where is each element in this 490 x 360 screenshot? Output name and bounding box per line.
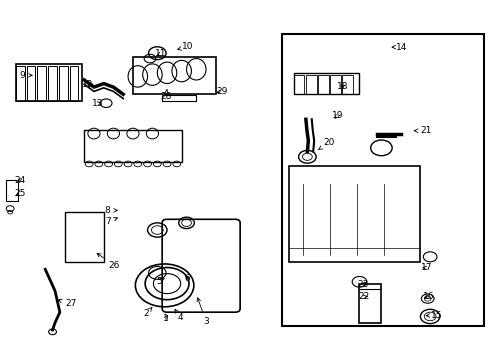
Bar (360, 284, 381, 323)
Text: 19: 19 (332, 111, 343, 120)
Text: 4: 4 (175, 309, 183, 322)
Text: 5: 5 (156, 277, 165, 286)
Text: 9: 9 (19, 71, 32, 80)
Bar (294, 73, 360, 94)
Text: 29: 29 (216, 87, 227, 96)
Text: 26: 26 (97, 253, 120, 270)
Text: 1: 1 (163, 314, 169, 323)
Text: 24: 24 (14, 176, 25, 185)
Text: 2: 2 (144, 307, 152, 318)
Bar (289, 166, 420, 262)
Text: 21: 21 (415, 126, 432, 135)
Text: 25: 25 (14, 189, 25, 198)
Text: 17: 17 (420, 264, 432, 273)
Bar (330, 75, 341, 94)
Bar (70, 66, 78, 102)
Bar (282, 33, 484, 327)
Text: 14: 14 (392, 42, 408, 51)
Text: 27: 27 (58, 299, 77, 309)
Text: 3: 3 (197, 298, 209, 325)
Bar (84, 130, 182, 162)
Text: 8: 8 (105, 206, 118, 215)
Bar (318, 75, 329, 94)
Text: 20: 20 (318, 138, 335, 150)
Text: 10: 10 (178, 42, 194, 51)
Bar (162, 95, 196, 102)
Bar (294, 75, 304, 94)
Text: 28: 28 (160, 89, 172, 101)
Text: 13: 13 (92, 99, 103, 108)
Text: 18: 18 (337, 82, 348, 91)
Text: 15: 15 (426, 311, 442, 320)
Bar (343, 75, 353, 94)
Bar (65, 212, 104, 262)
Text: 23: 23 (357, 280, 368, 289)
Bar (6, 180, 19, 202)
Text: 12: 12 (82, 80, 94, 89)
Bar (48, 66, 57, 102)
Bar (133, 57, 216, 94)
Bar (306, 75, 317, 94)
Bar (59, 66, 68, 102)
Text: 6: 6 (185, 274, 191, 283)
Bar (27, 66, 35, 102)
Bar (16, 64, 82, 102)
Bar (16, 66, 25, 102)
Text: 7: 7 (105, 217, 118, 226)
Text: 16: 16 (423, 292, 435, 301)
Text: 11: 11 (155, 49, 167, 58)
Text: 22: 22 (359, 292, 370, 301)
Bar (37, 66, 46, 102)
